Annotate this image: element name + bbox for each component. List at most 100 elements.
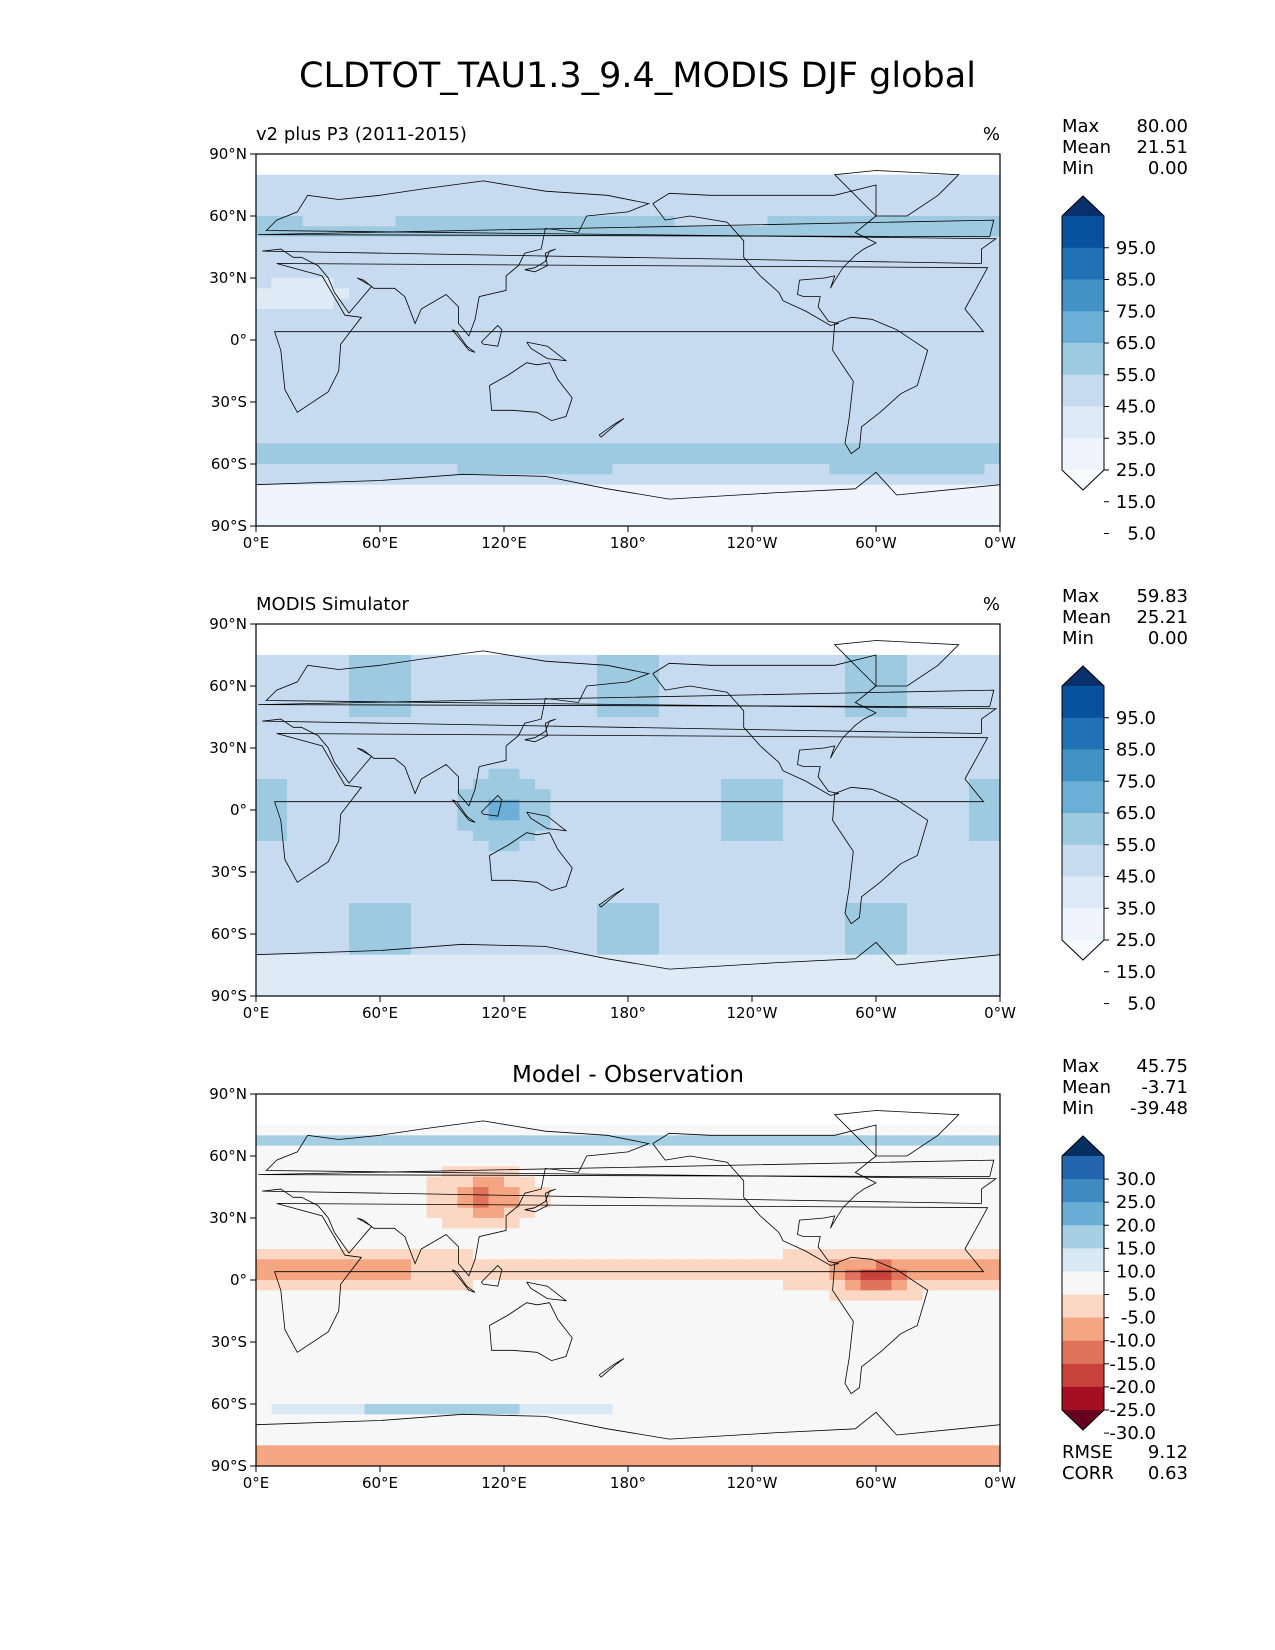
field-cell: [783, 319, 800, 331]
field-cell: [597, 923, 614, 935]
field-cell: [364, 288, 381, 300]
field-cell: [581, 892, 598, 904]
field-cell: [798, 1321, 815, 1333]
field-cell: [643, 1104, 660, 1116]
field-cell: [473, 515, 490, 527]
field-cell: [566, 360, 583, 372]
field-cell: [736, 164, 753, 176]
field-cell: [845, 820, 862, 832]
field-cell: [535, 1362, 552, 1374]
field-cell: [349, 216, 366, 227]
field-cell: [767, 1331, 784, 1343]
field-cell: [256, 443, 273, 455]
field-cell: [550, 474, 567, 486]
field-cell: [690, 934, 707, 945]
field-cell: [953, 624, 970, 635]
field-cell: [891, 464, 908, 475]
field-cell: [380, 205, 397, 217]
field-cell: [426, 830, 443, 842]
field-cell: [519, 309, 536, 320]
field-cell: [302, 820, 319, 832]
field-cell: [488, 1094, 505, 1105]
field-cell: [922, 717, 939, 728]
field-cell: [736, 205, 753, 217]
field-cell: [767, 185, 784, 196]
field-cell: [969, 1187, 986, 1198]
field-cell: [473, 391, 490, 403]
field-cell: [829, 164, 846, 176]
field-cell: [473, 216, 490, 227]
field-cell: [364, 1187, 381, 1198]
field-cell: [907, 1300, 924, 1312]
field-cell: [411, 1135, 428, 1147]
field-cell: [426, 505, 443, 517]
field-cell: [752, 1176, 769, 1188]
field-cell: [318, 768, 335, 780]
field-cell: [364, 923, 381, 935]
field-cell: [318, 882, 335, 894]
field-cell: [829, 515, 846, 527]
field-cell: [643, 1321, 660, 1333]
field-cell: [953, 216, 970, 227]
field-cell: [643, 706, 660, 718]
field-cell: [659, 329, 676, 341]
field-cell: [845, 247, 862, 258]
field-cell: [752, 1280, 769, 1291]
field-cell: [845, 464, 862, 475]
field-cell: [752, 226, 769, 238]
field-cell: [860, 758, 877, 770]
field-cell: [395, 1114, 412, 1126]
field-cell: [271, 185, 288, 196]
field-cell: [953, 329, 970, 341]
field-cell: [628, 1207, 645, 1219]
field-cell: [597, 934, 614, 945]
field-cell: [411, 195, 428, 207]
field-cell: [922, 371, 939, 382]
field-cell: [876, 267, 893, 279]
field-cell: [938, 644, 955, 656]
field-cell: [457, 913, 474, 925]
field-cell: [287, 360, 304, 372]
field-cell: [721, 1342, 738, 1353]
field-cell: [519, 164, 536, 176]
field-cell: [535, 1104, 552, 1116]
field-cell: [333, 644, 350, 656]
field-cell: [984, 727, 1001, 739]
field-cell: [442, 789, 459, 801]
field-cell: [953, 655, 970, 666]
field-cell: [674, 195, 691, 207]
field-cell: [256, 154, 273, 165]
field-cell: [752, 1321, 769, 1333]
field-cell: [953, 309, 970, 320]
field-cell: [876, 851, 893, 863]
field-cell: [891, 686, 908, 697]
field-cell: [519, 1207, 536, 1219]
field-cell: [860, 505, 877, 517]
field-cell: [395, 665, 412, 677]
field-cell: [798, 267, 815, 279]
field-cell: [643, 216, 660, 227]
field-cell: [783, 381, 800, 393]
field-cell: [519, 1259, 536, 1271]
field-cell: [380, 768, 397, 780]
field-cell: [814, 329, 831, 341]
field-cell: [721, 717, 738, 728]
field-cell: [907, 185, 924, 196]
field-cell: [783, 1197, 800, 1209]
field-cell: [411, 236, 428, 248]
field-cell: [550, 1114, 567, 1126]
field-cell: [442, 1228, 459, 1240]
field-cell: [426, 412, 443, 424]
field-cell: [721, 985, 738, 997]
field-cell: [752, 1342, 769, 1353]
field-cell: [597, 1238, 614, 1250]
field-cell: [550, 298, 567, 310]
field-cell: [814, 412, 831, 424]
field-cell: [674, 391, 691, 403]
field-cell: [798, 433, 815, 444]
field-cells: [256, 1094, 1001, 1467]
field-cell: [535, 505, 552, 517]
field-cell: [705, 851, 722, 863]
field-cell: [550, 443, 567, 455]
field-cell: [333, 205, 350, 217]
